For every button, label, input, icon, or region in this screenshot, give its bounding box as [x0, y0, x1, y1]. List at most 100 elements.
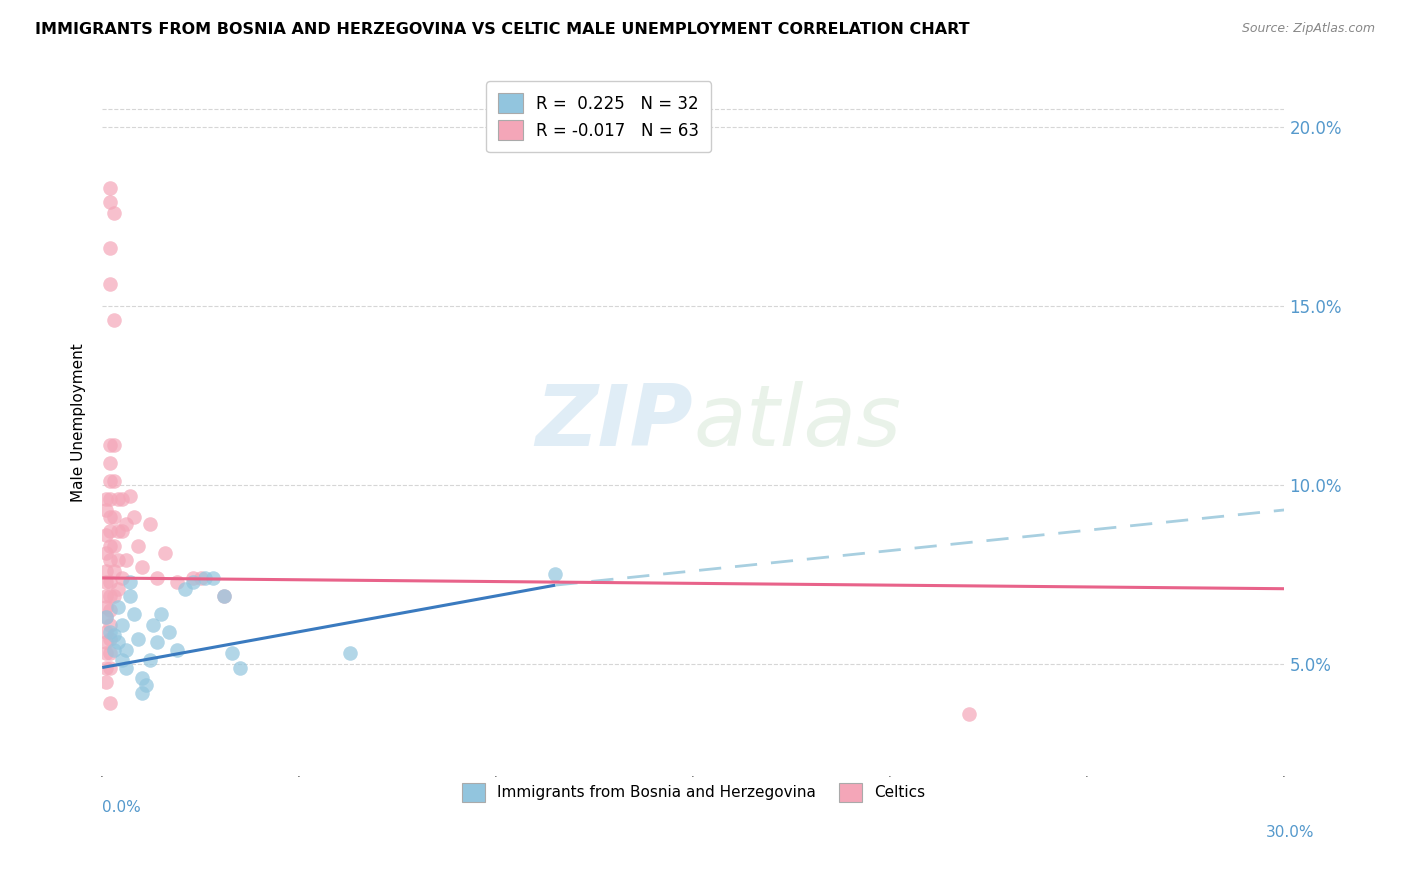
Point — [138, 653, 160, 667]
Point — [94, 492, 117, 507]
Point — [111, 617, 134, 632]
Point — [150, 607, 173, 621]
Point — [103, 438, 125, 452]
Point — [98, 589, 121, 603]
Point — [98, 660, 121, 674]
Point — [103, 475, 125, 489]
Point — [98, 603, 121, 617]
Point — [131, 685, 153, 699]
Point — [544, 567, 567, 582]
Point — [94, 624, 117, 639]
Point — [181, 574, 204, 589]
Point — [142, 617, 165, 632]
Point — [94, 546, 117, 560]
Point — [118, 489, 141, 503]
Point — [155, 546, 177, 560]
Point — [94, 635, 117, 649]
Point — [122, 607, 145, 621]
Point — [98, 617, 121, 632]
Text: Source: ZipAtlas.com: Source: ZipAtlas.com — [1241, 22, 1375, 36]
Point — [221, 646, 243, 660]
Point — [111, 524, 134, 539]
Text: 0.0%: 0.0% — [103, 800, 141, 815]
Text: ZIP: ZIP — [536, 381, 693, 464]
Point — [107, 635, 129, 649]
Point — [146, 635, 169, 649]
Point — [98, 180, 121, 194]
Point — [98, 242, 121, 256]
Point — [103, 642, 125, 657]
Point — [166, 574, 188, 589]
Point — [103, 510, 125, 524]
Point — [94, 589, 117, 603]
Point — [194, 571, 217, 585]
Legend: Immigrants from Bosnia and Herzegovina, Celtics: Immigrants from Bosnia and Herzegovina, … — [454, 775, 932, 809]
Point — [98, 646, 121, 660]
Point — [166, 642, 188, 657]
Point — [190, 571, 212, 585]
Point — [115, 553, 138, 567]
Point — [103, 628, 125, 642]
Point — [115, 660, 138, 674]
Point — [111, 492, 134, 507]
Point — [98, 624, 121, 639]
Point — [98, 456, 121, 470]
Point — [146, 571, 169, 585]
Point — [94, 528, 117, 542]
Point — [214, 589, 236, 603]
Point — [115, 642, 138, 657]
Point — [98, 574, 121, 589]
Text: 30.0%: 30.0% — [1267, 825, 1315, 840]
Point — [118, 589, 141, 603]
Point — [339, 646, 361, 660]
Point — [115, 517, 138, 532]
Point — [107, 524, 129, 539]
Point — [107, 492, 129, 507]
Point — [131, 560, 153, 574]
Point — [94, 564, 117, 578]
Point — [103, 564, 125, 578]
Text: atlas: atlas — [693, 381, 901, 464]
Point — [111, 571, 134, 585]
Point — [98, 438, 121, 452]
Point — [201, 571, 224, 585]
Point — [98, 277, 121, 292]
Point — [98, 696, 121, 710]
Point — [98, 194, 121, 209]
Point — [111, 653, 134, 667]
Text: IMMIGRANTS FROM BOSNIA AND HERZEGOVINA VS CELTIC MALE UNEMPLOYMENT CORRELATION C: IMMIGRANTS FROM BOSNIA AND HERZEGOVINA V… — [35, 22, 970, 37]
Point — [94, 503, 117, 517]
Point — [122, 510, 145, 524]
Point — [94, 674, 117, 689]
Point — [98, 475, 121, 489]
Point — [98, 524, 121, 539]
Point — [127, 632, 149, 646]
Point — [94, 646, 117, 660]
Point — [957, 707, 980, 722]
Point — [157, 624, 180, 639]
Point — [103, 205, 125, 219]
Point — [94, 574, 117, 589]
Point — [107, 582, 129, 596]
Point — [107, 599, 129, 614]
Point — [118, 574, 141, 589]
Point — [103, 539, 125, 553]
Point — [138, 517, 160, 532]
Point — [94, 599, 117, 614]
Point — [135, 678, 157, 692]
Point — [107, 553, 129, 567]
Point — [98, 492, 121, 507]
Point — [94, 610, 117, 624]
Point — [103, 313, 125, 327]
Point — [181, 571, 204, 585]
Y-axis label: Male Unemployment: Male Unemployment — [72, 343, 86, 501]
Point — [94, 610, 117, 624]
Point — [98, 539, 121, 553]
Point — [174, 582, 197, 596]
Point — [98, 510, 121, 524]
Point — [229, 660, 252, 674]
Point — [98, 553, 121, 567]
Point — [94, 660, 117, 674]
Point — [214, 589, 236, 603]
Point — [98, 632, 121, 646]
